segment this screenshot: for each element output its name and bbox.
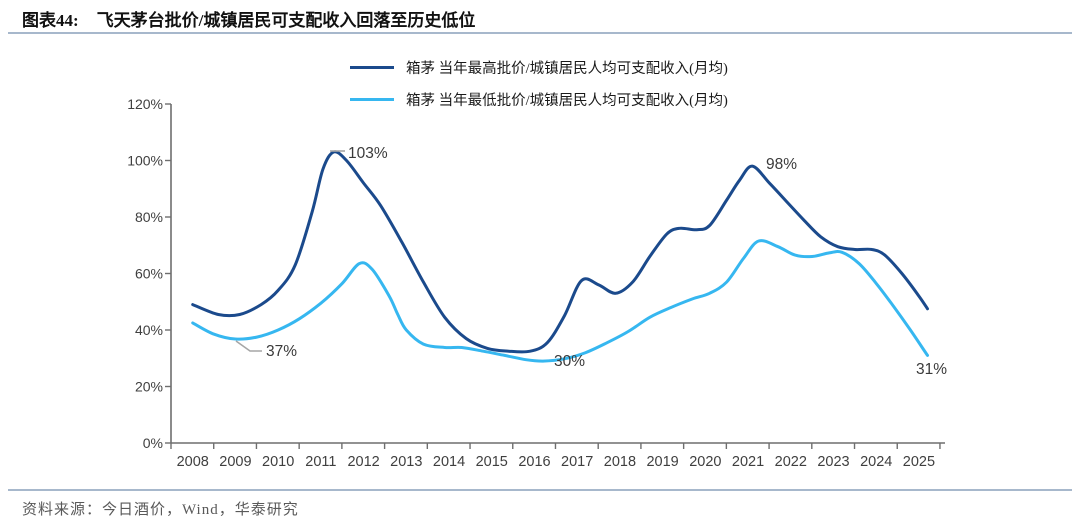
y-tick-label: 0% bbox=[143, 435, 163, 451]
x-tick-label: 2009 bbox=[219, 454, 251, 470]
series-line-min bbox=[191, 239, 929, 363]
x-tick-label: 2016 bbox=[518, 454, 550, 470]
x-tick-label: 2011 bbox=[305, 454, 336, 470]
y-tick-label: 60% bbox=[135, 266, 163, 282]
data-label: 30% bbox=[554, 353, 585, 370]
footer-divider bbox=[8, 489, 1072, 491]
source-text: 资料来源：今日酒价，Wind，华泰研究 bbox=[22, 502, 299, 518]
data-label: 37% bbox=[266, 343, 297, 360]
figure-number: 图表44: bbox=[22, 11, 79, 30]
figure-title-row: 图表44: 飞天茅台批价/城镇居民可支配收入回落至历史低位 bbox=[22, 6, 475, 31]
data-label: 103% bbox=[348, 145, 388, 162]
chart-legend: 箱茅 当年最高批价/城镇居民人均可支配收入(月均) 箱茅 当年最低批价/城镇居民人… bbox=[350, 53, 728, 114]
x-tick-label: 2023 bbox=[817, 454, 849, 470]
data-label: 98% bbox=[766, 156, 797, 173]
x-tick-label: 2022 bbox=[775, 454, 807, 470]
y-tick-label: 100% bbox=[127, 153, 163, 169]
legend-label: 箱茅 当年最高批价/城镇居民人均可支配收入(月均) bbox=[406, 61, 728, 77]
series-line-max bbox=[191, 150, 929, 354]
x-tick-label: 2024 bbox=[860, 454, 892, 470]
y-tick-label: 80% bbox=[135, 209, 163, 225]
y-tick-label: 20% bbox=[135, 379, 163, 395]
x-tick-label: 2025 bbox=[903, 454, 935, 470]
title-divider bbox=[8, 32, 1072, 34]
x-tick-label: 2014 bbox=[433, 454, 465, 470]
x-tick-label: 2015 bbox=[476, 454, 508, 470]
x-tick-label: 2020 bbox=[689, 454, 721, 470]
figure-title: 飞天茅台批价/城镇居民可支配收入回落至历史低位 bbox=[96, 11, 476, 30]
x-tick-label: 2017 bbox=[561, 454, 593, 470]
x-tick-label: 2018 bbox=[604, 454, 636, 470]
x-tick-label: 2019 bbox=[646, 454, 678, 470]
x-tick-label: 2010 bbox=[262, 454, 294, 470]
x-tick-label: 2008 bbox=[177, 454, 209, 470]
annotation-leader bbox=[235, 340, 262, 352]
x-tick-label: 2021 bbox=[732, 454, 764, 470]
x-tick-label: 2013 bbox=[390, 454, 422, 470]
legend-label: 箱茅 当年最低批价/城镇居民人均可支配收入(月均) bbox=[406, 93, 728, 109]
legend-item: 箱茅 当年最高批价/城镇居民人均可支配收入(月均) bbox=[350, 53, 728, 82]
y-tick-label: 120% bbox=[127, 96, 163, 112]
source-note: 资料来源：今日酒价，Wind，华泰研究 bbox=[22, 498, 299, 519]
data-label: 31% bbox=[916, 361, 947, 378]
legend-item: 箱茅 当年最低批价/城镇居民人均可支配收入(月均) bbox=[350, 85, 728, 114]
y-tick-label: 40% bbox=[135, 322, 163, 338]
legend-line-swatch bbox=[350, 66, 394, 69]
x-tick-label: 2012 bbox=[347, 454, 379, 470]
legend-line-swatch bbox=[350, 98, 394, 101]
